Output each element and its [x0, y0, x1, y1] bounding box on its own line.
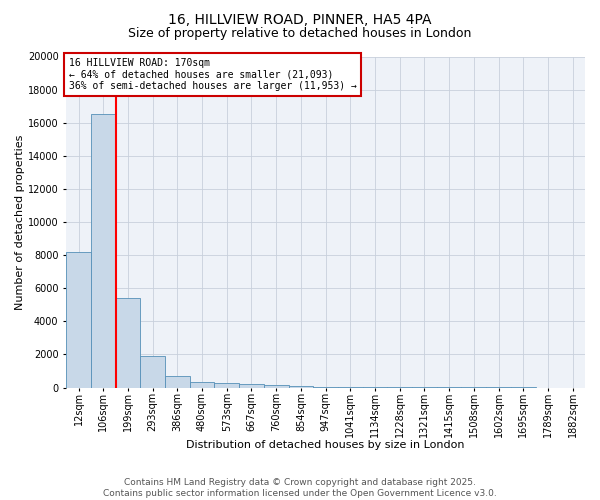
X-axis label: Distribution of detached houses by size in London: Distribution of detached houses by size …: [187, 440, 465, 450]
Y-axis label: Number of detached properties: Number of detached properties: [15, 134, 25, 310]
Bar: [66, 252, 91, 388]
Bar: [289, 386, 313, 388]
Bar: [264, 385, 289, 388]
Bar: [165, 376, 190, 388]
Bar: [190, 382, 214, 388]
Bar: [140, 356, 165, 388]
Bar: [91, 114, 116, 388]
Text: 16, HILLVIEW ROAD, PINNER, HA5 4PA: 16, HILLVIEW ROAD, PINNER, HA5 4PA: [168, 12, 432, 26]
Text: 16 HILLVIEW ROAD: 170sqm
← 64% of detached houses are smaller (21,093)
36% of se: 16 HILLVIEW ROAD: 170sqm ← 64% of detach…: [69, 58, 356, 92]
Bar: [214, 384, 239, 388]
Bar: [338, 386, 362, 388]
Bar: [313, 386, 338, 388]
Bar: [116, 298, 140, 388]
Text: Size of property relative to detached houses in London: Size of property relative to detached ho…: [128, 28, 472, 40]
Bar: [239, 384, 264, 388]
Text: Contains HM Land Registry data © Crown copyright and database right 2025.
Contai: Contains HM Land Registry data © Crown c…: [103, 478, 497, 498]
